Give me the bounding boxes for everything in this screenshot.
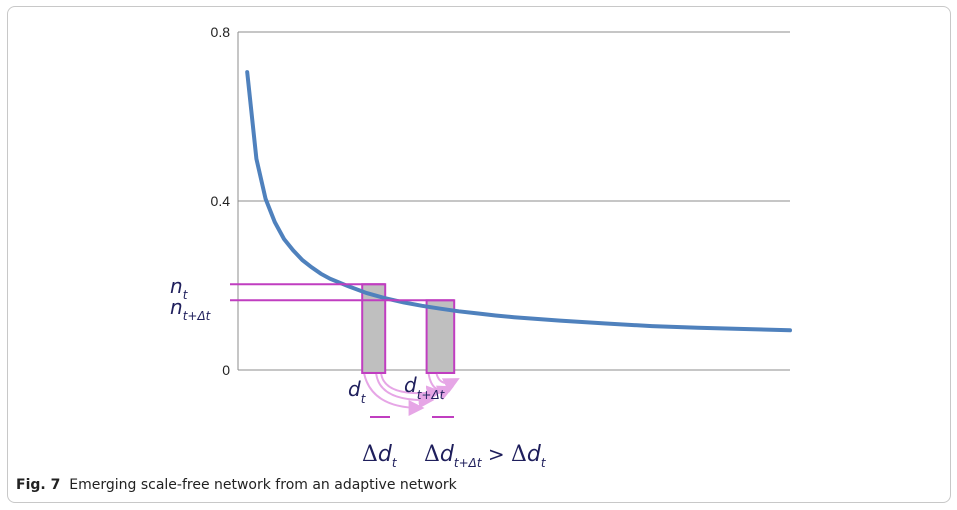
arrows [363, 373, 460, 416]
d-t-dt-label: dt+Δt [404, 373, 446, 402]
arrow-2 [375, 373, 435, 409]
bars [361, 283, 456, 375]
figure-caption-label: Fig. 7 [16, 477, 61, 493]
grid-lines [237, 31, 790, 371]
y-tick-label: 0.8 [211, 24, 231, 40]
y-tick-label: 0.4 [211, 193, 231, 209]
chart: 0.8 0.4 0 nt nt+Δt dt dt+Δt Δdt Δdt+Δt > Δ… [170, 24, 792, 470]
y-tick-label: 0 [222, 362, 230, 378]
arrow-3 [380, 373, 443, 402]
delta-d-t-label: Δdt [362, 442, 398, 470]
n-t-label: nt [170, 274, 189, 302]
figure-caption: Fig. 7 Emerging scale-free network from … [16, 477, 457, 493]
d-t-label: dt [348, 377, 367, 406]
figure-frame [7, 6, 951, 503]
arrow-5 [435, 373, 460, 393]
inequality-label: Δdt+Δt > Δdt [424, 442, 547, 470]
value-guide-lines [230, 283, 455, 302]
y-tick-labels: 0.8 0.4 0 [211, 24, 231, 378]
n-t-dt-label: nt+Δt [170, 295, 212, 323]
arrow-1 [363, 373, 425, 416]
bar-2 [425, 299, 456, 375]
figure-caption-text: Emerging scale-free network from an adap… [69, 477, 457, 493]
